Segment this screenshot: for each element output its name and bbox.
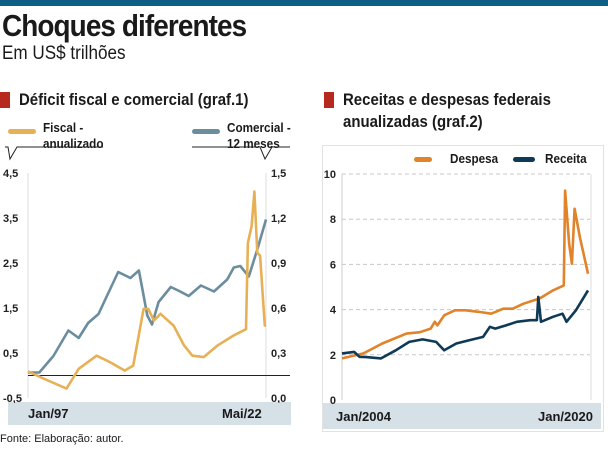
legend-swatch-comercial <box>192 129 220 134</box>
y-left-tick-label: 4,5 <box>3 168 18 180</box>
y-right-tick-label: 0,6 <box>271 303 286 315</box>
y-left-tick-label: 2,5 <box>3 258 18 270</box>
legend-label-despesa: Despesa <box>450 151 499 166</box>
legend-swatch-fiscal <box>8 129 36 134</box>
y-tick-label: 2 <box>330 350 336 362</box>
x-axis-band <box>8 402 291 425</box>
y-left-tick-label: 3,5 <box>3 213 18 225</box>
y-left-tick-label: 0,5 <box>3 348 18 360</box>
legend-line: Comercial - <box>227 120 291 135</box>
y-tick-label: 4 <box>330 305 337 317</box>
series-line-comercial <box>28 219 268 374</box>
page-subtitle: Em US$ trilhões <box>2 43 126 64</box>
y-left-tick-label: -0,5 <box>3 393 22 403</box>
title-line: Receitas e despesas federais <box>343 90 551 109</box>
series-line-despesa <box>341 189 590 360</box>
y-tick-label: 6 <box>330 259 336 271</box>
y-left-tick-label: 1,5 <box>3 303 18 315</box>
series-line-receita <box>341 289 590 360</box>
y-right-tick-label: 0,0 <box>271 393 286 403</box>
x-tick-label: Jan/2004 <box>336 409 391 424</box>
legend-swatch-receita <box>513 157 535 162</box>
y-tick-label: 0 <box>330 395 336 405</box>
y-tick-label: 10 <box>324 169 336 181</box>
x-tick-label: Jan/2020 <box>538 409 593 424</box>
series-line-fiscal <box>27 190 267 390</box>
chart2-plot: 10 8 6 4 2 0 <box>324 169 592 405</box>
legend-line: Fiscal - <box>43 120 84 135</box>
y-tick-label: 8 <box>330 214 336 226</box>
legend-label-receita: Receita <box>545 151 587 166</box>
page-title: Choques diferentes <box>2 8 247 43</box>
chart2-title: Receitas e despesas federais anualizadas… <box>343 89 551 133</box>
y-right-tick-label: 1,5 <box>271 168 286 180</box>
chart1-plot: 4,5 3,5 2,5 1,5 0,5 -0,5 1,5 1,2 0,9 0,6 0,3 0,0 <box>3 146 290 403</box>
chart2-frame <box>322 145 604 432</box>
x-axis-band <box>323 403 601 429</box>
title-line: anualizadas (graf.2) <box>343 112 483 131</box>
source-note: Fonte: Elaboração: autor. <box>0 433 124 445</box>
y-right-tick-label: 1,2 <box>271 213 286 225</box>
chart1-title: Déficit fiscal e comercial (graf.1) <box>19 90 249 109</box>
x-tick-label: Mai/22 <box>222 406 262 421</box>
section-marker <box>0 92 10 108</box>
y-right-tick-label: 0,9 <box>271 258 286 270</box>
x-tick-label: Jan/97 <box>28 406 69 421</box>
legend-swatch-despesa <box>414 157 432 162</box>
legend-bracket-left <box>5 146 103 161</box>
section-marker <box>324 92 334 108</box>
legend-bracket-right <box>192 146 290 161</box>
top-bar <box>0 0 608 6</box>
y-right-tick-label: 0,3 <box>271 348 286 360</box>
